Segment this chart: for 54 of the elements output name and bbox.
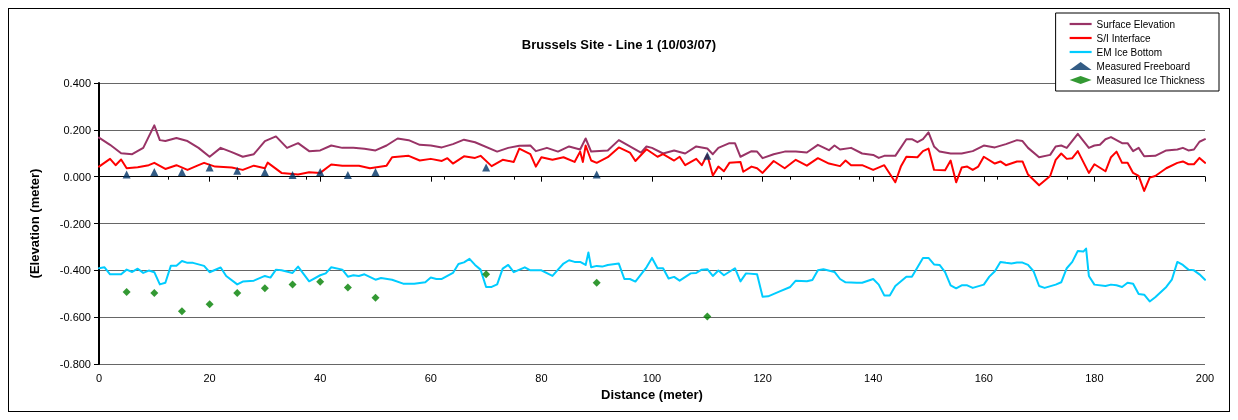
line-series xyxy=(98,124,1206,160)
y-tick-label: -0.600 xyxy=(59,311,91,324)
point xyxy=(150,167,159,176)
point xyxy=(288,171,297,180)
x-axis-title: Distance (meter) xyxy=(601,386,703,402)
point xyxy=(316,167,325,176)
line-series xyxy=(98,247,1206,303)
point xyxy=(371,167,380,176)
x-tick-label: 200 xyxy=(1195,371,1215,384)
point xyxy=(703,312,712,321)
legend-label: Measured Ice Thickness xyxy=(1096,74,1205,86)
y-tick-label: -0.400 xyxy=(59,264,91,277)
x-tick-label: 40 xyxy=(314,371,327,384)
y-tick-label: 0.400 xyxy=(63,77,91,89)
point xyxy=(233,166,242,175)
legend-label: EM Ice Bottom xyxy=(1096,46,1163,58)
x-tick-label: 120 xyxy=(753,371,772,384)
x-tick-label: 160 xyxy=(974,371,993,384)
x-tick-label: 60 xyxy=(424,371,437,384)
chart-title: Brussels Site - Line 1 (10/03/07) xyxy=(521,37,717,52)
point xyxy=(482,270,491,279)
y-axis-title: (Elevation (meter) xyxy=(27,168,42,279)
point xyxy=(205,163,214,172)
point xyxy=(371,293,380,302)
y-tick-label: -0.200 xyxy=(59,217,91,230)
x-tick-label: 100 xyxy=(642,371,662,384)
point xyxy=(205,300,214,309)
point xyxy=(343,171,352,180)
x-tick-label: 20 xyxy=(203,371,216,384)
point xyxy=(592,278,601,287)
x-tick-label: 0 xyxy=(95,371,103,384)
point xyxy=(343,283,352,292)
point xyxy=(703,151,712,160)
point xyxy=(177,167,186,176)
point xyxy=(122,170,131,179)
point xyxy=(482,163,491,172)
point xyxy=(288,280,297,289)
legend-label: Surface Elevation xyxy=(1096,18,1176,30)
x-tick-label: 80 xyxy=(535,371,548,384)
legend-label: S/I Interface xyxy=(1096,32,1151,44)
point xyxy=(260,167,269,176)
x-tick-label: 180 xyxy=(1085,371,1104,384)
point xyxy=(233,289,242,298)
point xyxy=(177,307,186,316)
y-tick-label: -0.800 xyxy=(59,358,91,370)
point xyxy=(260,284,269,293)
point xyxy=(316,277,325,286)
legend-label: Measured Freeboard xyxy=(1096,60,1191,72)
y-tick-label: 0.000 xyxy=(63,170,91,183)
point xyxy=(150,289,159,298)
point xyxy=(122,288,131,297)
y-tick-label: 0.200 xyxy=(63,123,91,136)
point xyxy=(592,170,601,179)
x-tick-label: 140 xyxy=(864,371,883,384)
